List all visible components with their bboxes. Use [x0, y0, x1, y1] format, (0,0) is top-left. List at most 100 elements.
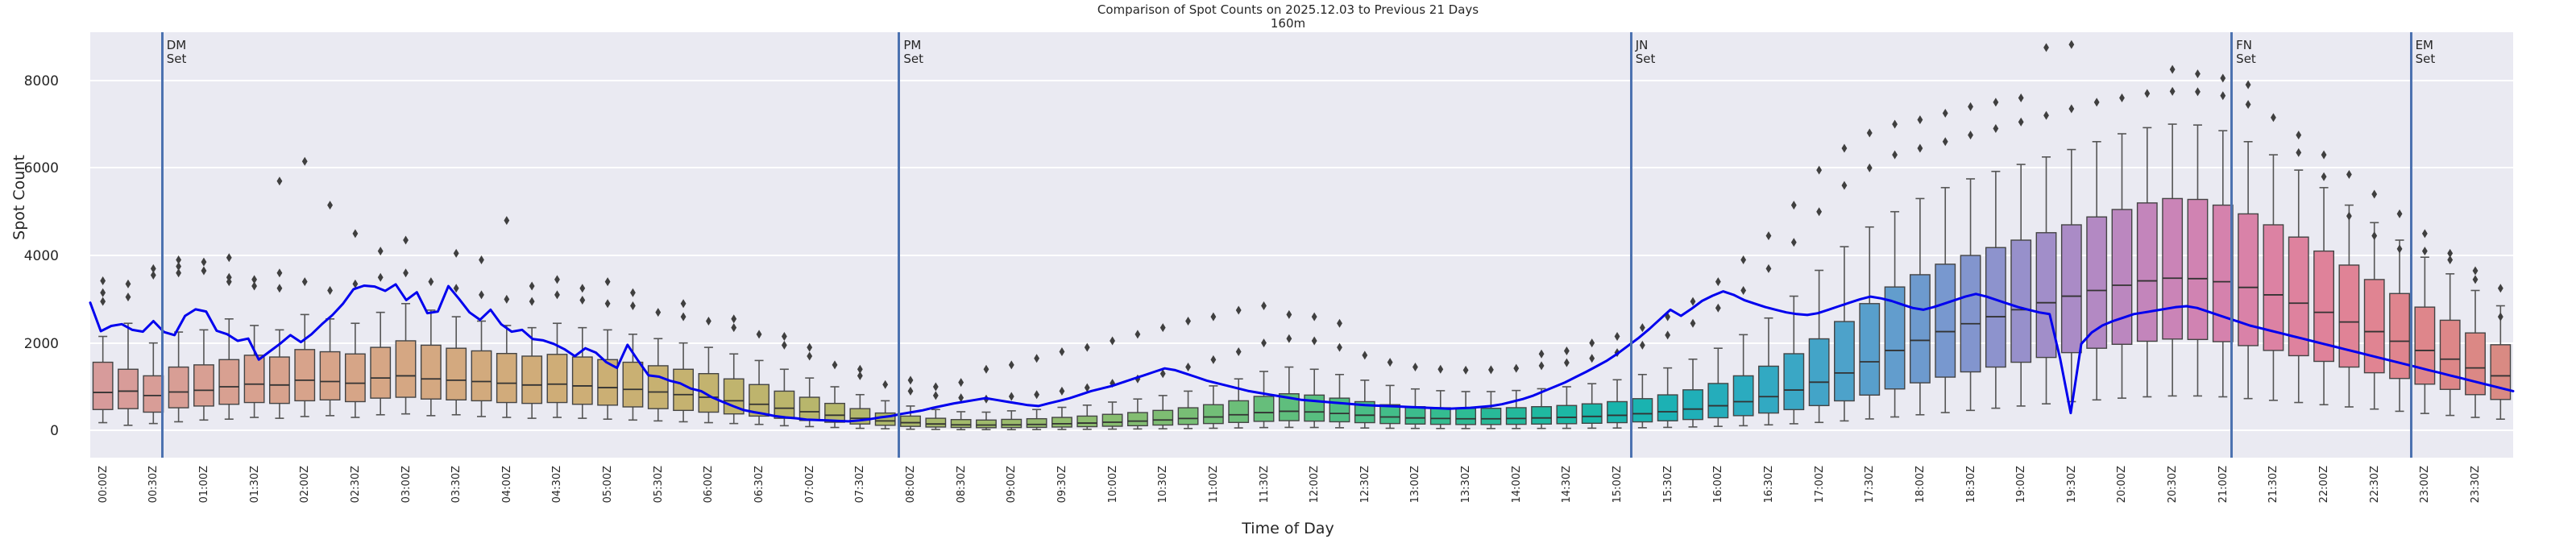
x-axis-tick-label: 16:00Z [1712, 466, 1725, 504]
boxplot-box [193, 257, 214, 421]
x-axis-tick-label: 13:30Z [1460, 466, 1473, 504]
boxplot-box [243, 275, 265, 418]
x-axis-tick-label: 07:00Z [803, 466, 816, 504]
boxplot-box [1228, 305, 1250, 429]
boxplot-box [1202, 312, 1224, 429]
y-axis-tick-label: 8000 [23, 73, 59, 89]
x-axis-tick-label: 07:30Z [854, 466, 867, 504]
boxplot-box [1834, 143, 1855, 422]
x-axis-tick-label: 09:30Z [1056, 466, 1068, 504]
x-axis-tick-label: 17:00Z [1813, 466, 1826, 504]
boxplot-box [824, 360, 845, 429]
boxplot-box [1632, 323, 1653, 429]
boxplot-box [1253, 301, 1275, 429]
boxplot-box [2162, 64, 2184, 397]
boxplot-box [1758, 231, 1779, 426]
boxplot-box [1985, 97, 2006, 409]
boxplot-box [319, 201, 341, 417]
x-axis-tick-label: 00:30Z [147, 466, 160, 504]
boxplot-box [1101, 336, 1123, 430]
event-marker-line [160, 32, 164, 458]
x-axis-tick-label: 23:30Z [2470, 466, 2483, 504]
x-axis-tick-label: 15:30Z [1661, 466, 1674, 504]
boxplot-box [925, 382, 947, 430]
event-marker-line [1629, 32, 1632, 458]
boxplot-box [1379, 358, 1401, 429]
x-axis-tick-label: 02:30Z [349, 466, 362, 504]
y-axis-tick-label: 0 [50, 423, 59, 440]
x-axis-tick-label: 11:30Z [1258, 466, 1271, 504]
boxplot-box [294, 156, 316, 417]
event-marker-label: PM Set [903, 38, 923, 66]
boxplot-box [92, 276, 114, 424]
x-axis-tick-label: 21:30Z [2267, 466, 2280, 504]
y-axis-tick-label: 6000 [23, 160, 59, 177]
x-axis-label: Time of Day [1242, 520, 1334, 537]
x-axis-tick-label: 21:00Z [2217, 466, 2230, 504]
x-axis-tick-label: 01:00Z [197, 466, 210, 504]
x-axis-tick-label: 06:00Z [703, 466, 716, 504]
boxplot-box [1607, 332, 1628, 429]
x-axis-tick-label: 18:00Z [1914, 466, 1927, 504]
x-axis-tick-label: 04:00Z [500, 466, 513, 504]
x-axis-tick-label: 19:00Z [2015, 466, 2028, 504]
x-axis-tick-label: 14:00Z [1510, 466, 1523, 504]
boxplot-box [1657, 312, 1678, 429]
x-axis-tick-label: 13:00Z [1409, 466, 1422, 504]
x-axis-tick-label: 05:30Z [652, 466, 665, 504]
x-axis-tick-label: 22:30Z [2368, 466, 2381, 504]
boxplot-box [395, 235, 417, 415]
x-axis-tick-label: 10:30Z [1157, 466, 1170, 504]
boxplot-box [1177, 317, 1199, 429]
event-marker-label: EM Set [2415, 38, 2436, 66]
x-axis-tick-label: 03:30Z [450, 466, 463, 504]
boxplot-box [420, 277, 442, 417]
gridline [90, 429, 2513, 432]
boxplot-box [2238, 80, 2259, 400]
boxplot-box [2060, 39, 2082, 403]
boxplot-box [1960, 102, 1981, 412]
event-marker-line [898, 32, 901, 458]
x-axis-tick-label: 17:30Z [1864, 466, 1877, 504]
x-axis-tick-label: 19:30Z [2065, 466, 2078, 504]
boxplot-box [1581, 338, 1603, 429]
boxplot-box [143, 263, 164, 425]
boxplot-box [1026, 354, 1047, 430]
boxplot-box [2035, 43, 2057, 404]
boxplot-box [1859, 128, 1881, 420]
boxplot-box [1732, 255, 1754, 427]
boxplot-box [1531, 349, 1552, 429]
boxplot-box [1429, 364, 1451, 429]
event-marker-line [2230, 32, 2234, 458]
boxplot-box [723, 314, 745, 425]
boxplot-box [2187, 69, 2209, 397]
chart-title: Comparison of Spot Counts on 2025.12.03 … [1097, 2, 1479, 17]
y-axis-tick-label: 2000 [23, 335, 59, 352]
boxplot-box [1783, 201, 1805, 425]
x-axis-tick-label: 02:00Z [299, 466, 312, 504]
boxplot-box [1480, 365, 1502, 429]
event-marker-label: DM Set [166, 38, 187, 66]
x-axis-tick-label: 08:30Z [955, 466, 968, 504]
x-axis-tick-label: 01:30Z [248, 466, 261, 504]
boxplot-box [218, 253, 240, 420]
boxplot-box [2136, 89, 2158, 398]
x-axis-tick-label: 05:00Z [602, 466, 615, 504]
boxplot-box [496, 216, 517, 418]
boxplot-box [118, 279, 139, 426]
boxplot-box [269, 176, 290, 419]
boxplot-box [900, 375, 921, 430]
y-axis-label: Spot Count [10, 155, 28, 240]
x-axis-tick-label: 04:30Z [551, 466, 564, 504]
boxplot-box [1076, 342, 1098, 430]
boxplot-box [647, 308, 669, 422]
boxplot-box [1052, 347, 1072, 430]
event-marker-line [2409, 32, 2412, 458]
x-axis-tick-label: 10:00Z [1106, 466, 1119, 504]
boxplot-box [471, 255, 492, 417]
x-axis-tick-label: 16:30Z [1762, 466, 1775, 504]
chart-subtitle: 160m [1270, 16, 1306, 31]
today-spot-count-line [89, 283, 2515, 423]
boxplot-box [1707, 277, 1729, 427]
